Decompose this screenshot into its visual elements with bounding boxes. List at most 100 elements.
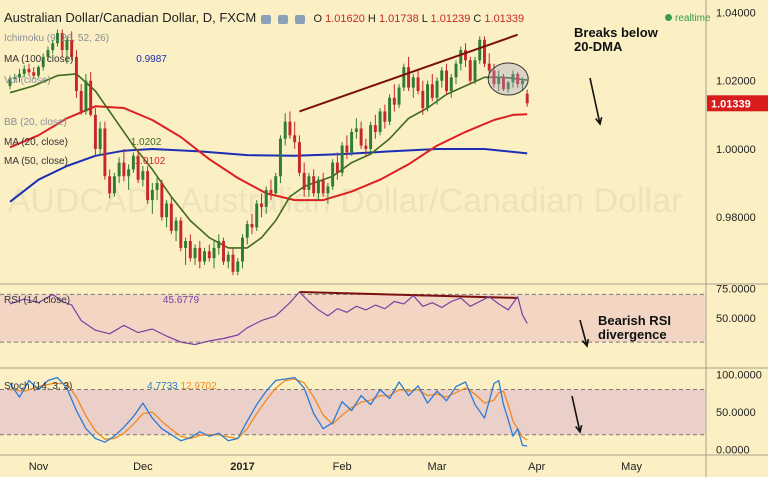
candle	[131, 152, 135, 173]
candle-body	[203, 251, 207, 262]
candle	[440, 67, 444, 88]
time-tick-label: Apr	[528, 461, 545, 473]
candle	[255, 200, 259, 231]
candle-body	[449, 77, 453, 91]
visibility-icon[interactable]	[261, 14, 272, 24]
candle	[155, 176, 159, 201]
candle-body	[335, 162, 339, 173]
candle-body	[108, 176, 112, 194]
close-icon[interactable]	[295, 14, 306, 24]
close-label: C	[473, 13, 482, 25]
candle	[117, 157, 121, 184]
indicator-ma50[interactable]: MA (50, close) 1.0102	[4, 156, 165, 167]
stoch-k-line	[9, 376, 528, 447]
candle	[60, 29, 64, 57]
indicator-vol[interactable]: Vol (close)	[4, 75, 51, 86]
price-tick-label: 1.04000	[716, 8, 756, 20]
annotation-rsi-line1: Bearish RSI	[598, 313, 671, 328]
candle-body	[430, 84, 434, 98]
candle-body	[345, 145, 349, 153]
candle-body	[269, 189, 273, 194]
candle-body	[426, 84, 430, 109]
rsi-arrow	[579, 319, 588, 347]
high-value: 1.01738	[378, 13, 419, 25]
ma100-line	[9, 148, 528, 203]
watermark: AUDCAD · Australian Dollar/Canadian Doll…	[8, 182, 683, 220]
breakdown-highlight	[487, 62, 529, 96]
candle-body	[459, 50, 463, 64]
rsi-label: RSI (14, close)	[4, 295, 71, 306]
candle-body	[497, 77, 501, 85]
candle-body	[174, 220, 178, 231]
candle-body	[60, 32, 64, 51]
candle	[245, 220, 249, 245]
candle-body	[293, 135, 297, 143]
rsi-value: 45.6779	[162, 295, 200, 306]
candle	[312, 169, 316, 197]
candle	[516, 72, 520, 88]
candle-body	[340, 145, 344, 173]
symbol-title[interactable]: Australian Dollar/Canadian Dollar, D, FX…	[4, 10, 257, 25]
candle-body	[70, 39, 74, 57]
candle-body	[525, 93, 529, 104]
candle	[274, 172, 278, 197]
candle	[392, 84, 396, 112]
candle	[8, 75, 12, 90]
realtime-status: realtime	[665, 13, 711, 24]
ma20-value: 1.0202	[130, 137, 162, 148]
candle-body	[79, 90, 83, 112]
candle	[65, 36, 69, 64]
indicator-rsi[interactable]: RSI (14, close) 45.6779	[4, 295, 199, 306]
candle	[307, 172, 311, 197]
candle	[350, 128, 354, 156]
candle-body	[468, 60, 472, 81]
candle-body	[278, 138, 282, 177]
candle	[359, 121, 363, 149]
candle-body	[402, 67, 406, 88]
candle-body	[283, 121, 287, 139]
candle	[430, 73, 434, 102]
low-value: 1.01239	[430, 13, 471, 25]
candle-body	[464, 50, 467, 61]
candle-body	[454, 63, 458, 78]
candle-body	[492, 70, 496, 85]
rsi-line	[9, 291, 528, 346]
indicator-ichimoku[interactable]: Ichimoku (9, 26, 52, 26)	[4, 33, 110, 44]
candle-body	[89, 80, 93, 115]
indicator-bb[interactable]: BB (20, close)	[4, 117, 67, 128]
candle	[93, 108, 97, 156]
indicator-stoch[interactable]: Stoch (14, 3, 3) 4.7733 12.9702	[4, 381, 217, 392]
indicator-ma20[interactable]: MA (20, close) 1.0202	[4, 137, 161, 148]
candle-body	[407, 67, 411, 88]
stoch-arrow-head	[575, 425, 583, 434]
rsi-arrow-head	[581, 338, 590, 348]
candle	[260, 193, 263, 218]
candle-body	[397, 87, 401, 105]
chart-header: Australian Dollar/Canadian Dollar, D, FX…	[4, 10, 524, 25]
candle-body	[131, 155, 135, 170]
candle	[150, 183, 154, 214]
candle	[103, 121, 107, 180]
indicator-ma100[interactable]: MA (100, close) 0.9987	[4, 54, 167, 65]
candle-body	[141, 171, 145, 180]
candle-body	[260, 203, 263, 207]
stoch-tick-label: 100.0000	[716, 370, 762, 382]
settings-icon[interactable]	[278, 14, 289, 24]
candle	[51, 39, 55, 54]
candle	[473, 56, 477, 85]
candle	[169, 196, 173, 235]
stoch-d-value: 12.9702	[180, 381, 217, 392]
candle-body	[22, 68, 26, 74]
candle-body	[36, 67, 40, 76]
candle-body	[487, 63, 491, 71]
ma20-label: MA (20, close)	[4, 137, 68, 148]
candle-body	[297, 142, 301, 173]
candle-body	[179, 220, 183, 248]
candle-body	[241, 237, 244, 262]
candle-body	[501, 77, 505, 90]
candle-body	[74, 56, 78, 91]
candle	[112, 172, 116, 197]
candle	[226, 251, 230, 269]
candle	[501, 73, 505, 91]
